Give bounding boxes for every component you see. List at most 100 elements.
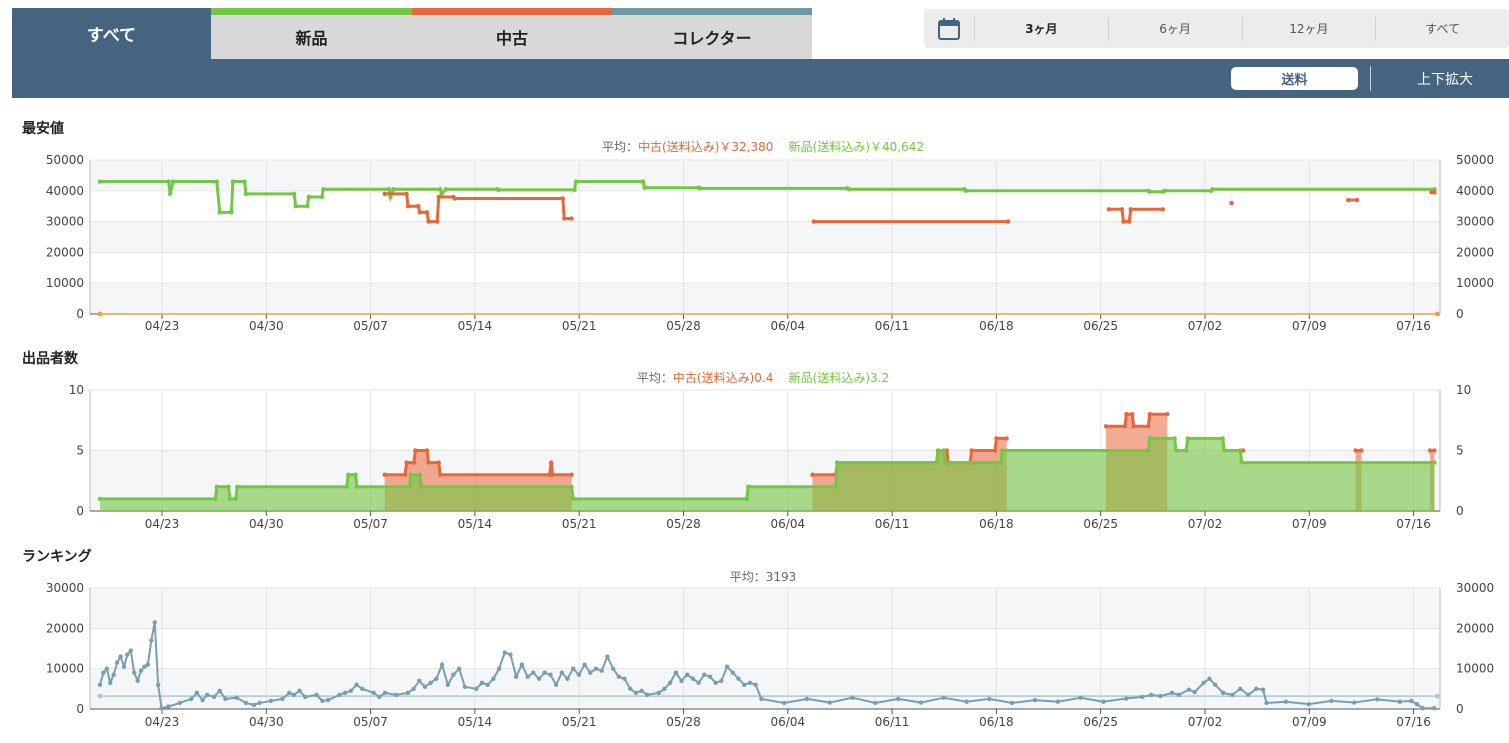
y-tick-label-left: 20000 — [46, 621, 84, 635]
x-tick-label: 07/16 — [1396, 715, 1431, 729]
data-point — [835, 460, 840, 465]
data-point — [337, 692, 342, 698]
data-point — [435, 219, 440, 224]
plot-band — [90, 252, 1440, 284]
data-point — [128, 648, 133, 653]
data-point — [656, 690, 661, 696]
range-all[interactable]: すべて — [1375, 16, 1509, 41]
data-point — [536, 676, 542, 681]
data-point — [405, 690, 411, 696]
calendar-icon[interactable] — [924, 9, 974, 48]
data-point — [439, 191, 444, 197]
x-tick-label: 07/09 — [1292, 715, 1327, 729]
data-point — [542, 670, 547, 675]
data-point — [166, 179, 171, 184]
data-point — [1160, 207, 1166, 212]
data-point — [572, 187, 577, 193]
data-point — [759, 696, 764, 702]
range-12-months[interactable]: 12ヶ月 — [1241, 16, 1376, 41]
data-point — [1000, 448, 1005, 453]
data-point — [781, 700, 787, 706]
data-point — [1432, 460, 1437, 465]
data-point — [388, 194, 393, 200]
data-point — [319, 194, 325, 200]
data-point — [404, 460, 409, 465]
vertical-zoom-button[interactable]: 上下拡大 — [1417, 71, 1473, 88]
x-tick-label: 06/11 — [875, 319, 910, 333]
data-point — [1432, 448, 1437, 453]
tab-used[interactable]: 中古 — [412, 8, 612, 59]
data-point — [223, 696, 228, 702]
data-point — [1149, 692, 1154, 698]
average-used: 中古(送料込み)￥32,380 — [638, 140, 774, 154]
data-point — [548, 672, 553, 677]
data-point — [569, 472, 574, 477]
y-tick-label-right: 30000 — [1456, 581, 1494, 595]
data-point — [167, 191, 173, 197]
data-point — [744, 496, 749, 502]
data-point — [730, 670, 736, 675]
data-point — [189, 696, 194, 702]
plot-band — [90, 160, 1440, 191]
data-point — [424, 448, 430, 453]
data-point — [496, 187, 501, 193]
data-point — [1124, 412, 1129, 417]
tab-new[interactable]: 新品 — [211, 8, 412, 59]
data-point — [306, 194, 311, 200]
range-3-months[interactable]: 3ヶ月 — [974, 16, 1108, 41]
x-tick-label: 05/14 — [458, 715, 493, 729]
data-point — [170, 179, 176, 184]
y-tick-label-right: 40000 — [1456, 184, 1494, 198]
data-point — [1146, 448, 1151, 453]
data-point — [443, 187, 449, 192]
data-point — [419, 484, 424, 489]
y-tick-label-right: 20000 — [1456, 245, 1494, 259]
plot-band — [90, 190, 1440, 222]
data-point — [1147, 412, 1152, 417]
data-point — [132, 670, 137, 675]
plot-band — [90, 588, 1440, 629]
data-point — [1128, 207, 1133, 212]
data-point — [1032, 697, 1038, 703]
data-point — [642, 185, 647, 190]
data-point — [217, 210, 222, 215]
data-point — [628, 686, 633, 692]
data-point — [346, 472, 351, 477]
x-tick-label: 06/25 — [1083, 517, 1118, 531]
data-point — [1185, 436, 1190, 441]
data-point — [251, 702, 257, 708]
data-point — [1106, 207, 1112, 212]
data-point — [1210, 187, 1215, 192]
data-point — [214, 484, 219, 489]
data-point — [382, 191, 387, 197]
data-point — [753, 682, 758, 687]
data-point — [428, 680, 433, 685]
data-point — [242, 179, 247, 184]
data-point — [1184, 448, 1189, 453]
data-point — [305, 204, 310, 209]
data-point — [1124, 696, 1129, 701]
data-point — [673, 670, 679, 675]
data-point — [1222, 448, 1227, 453]
data-point — [491, 676, 496, 681]
data-point — [452, 196, 457, 201]
tab-collector[interactable]: コレクター — [612, 8, 812, 59]
tab-all[interactable]: すべて — [12, 8, 211, 59]
data-point — [588, 670, 593, 675]
x-tick-label: 05/21 — [562, 319, 597, 333]
x-tick-label: 04/30 — [249, 715, 284, 729]
average-value: 3193 — [765, 570, 797, 584]
data-point — [213, 496, 218, 502]
y-tick-label-right: 20000 — [1456, 621, 1494, 635]
data-point — [479, 680, 485, 685]
data-point — [696, 680, 701, 685]
data-point — [850, 695, 855, 700]
range-6-months[interactable]: 6ヶ月 — [1107, 16, 1242, 41]
data-point — [1220, 436, 1225, 441]
data-point — [1131, 424, 1136, 429]
data-point — [268, 698, 274, 704]
data-point — [344, 484, 349, 489]
data-point — [1146, 424, 1151, 429]
data-point — [413, 448, 418, 453]
shipping-toggle[interactable]: 送料 — [1231, 67, 1358, 90]
